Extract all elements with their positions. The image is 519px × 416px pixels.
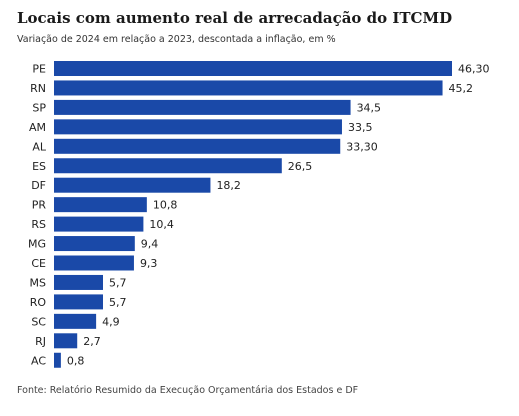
value-label-ce: 9,3 [140,257,158,270]
bar-ms [54,274,103,290]
value-label-pr: 10,8 [153,199,178,212]
bars-group: PE 46,30 RN 45,2 SP 34,5 AM 33,5 AL 33,30 ES 26,5 DF… [28,61,490,368]
value-label-df: 18,2 [216,179,241,192]
tick-label-ro: RO [30,296,47,309]
bar-mg [54,236,135,252]
value-label-sc: 4,9 [102,315,120,328]
bar-ce [54,255,134,271]
chart-title: Locais com aumento real de arrecadação d… [17,9,453,27]
tick-label-es: ES [32,160,46,173]
tick-label-pe: PE [32,63,46,76]
value-label-es: 26,5 [288,160,313,173]
tick-label-ce: CE [31,257,46,270]
bar-pe [54,61,452,76]
value-label-ac: 0,8 [67,354,85,367]
value-label-ro: 5,7 [109,296,127,309]
value-label-rn: 45,2 [449,82,474,95]
value-label-ms: 5,7 [109,276,127,289]
tick-label-al: AL [32,140,47,153]
tick-label-df: DF [31,179,46,192]
tick-label-am: AM [29,121,46,134]
value-label-sp: 34,5 [357,101,382,114]
bar-df [54,177,211,193]
value-label-al: 33,30 [346,140,378,153]
bar-es [54,158,282,174]
bar-sp [54,99,351,115]
value-label-rs: 10,4 [149,218,174,231]
tick-label-pr: PR [32,199,47,212]
value-label-pe: 46,30 [458,63,490,76]
bar-rj [54,333,78,349]
tick-label-sp: SP [32,101,46,114]
tick-label-rn: RN [30,82,46,95]
bar-pr [54,197,147,213]
tick-label-sc: SC [31,315,46,328]
tick-label-ms: MS [30,276,46,289]
bar-rn [54,80,443,96]
tick-label-mg: MG [28,238,46,251]
bar-ac [54,352,61,368]
bar-al [54,138,341,154]
value-label-mg: 9,4 [141,238,159,251]
bar-rs [54,216,144,232]
chart-subtitle: Variação de 2024 em relação a 2023, desc… [17,34,336,45]
tick-label-rs: RS [31,218,46,231]
tick-label-ac: AC [31,354,46,367]
bar-am [54,119,342,135]
value-label-am: 33,5 [348,121,373,134]
tick-label-rj: RJ [35,335,46,348]
bar-sc [54,313,97,329]
chart-source: Fonte: Relatório Resumido da Execução Or… [17,385,359,396]
value-label-rj: 2,7 [83,335,101,348]
bar-ro [54,294,103,310]
